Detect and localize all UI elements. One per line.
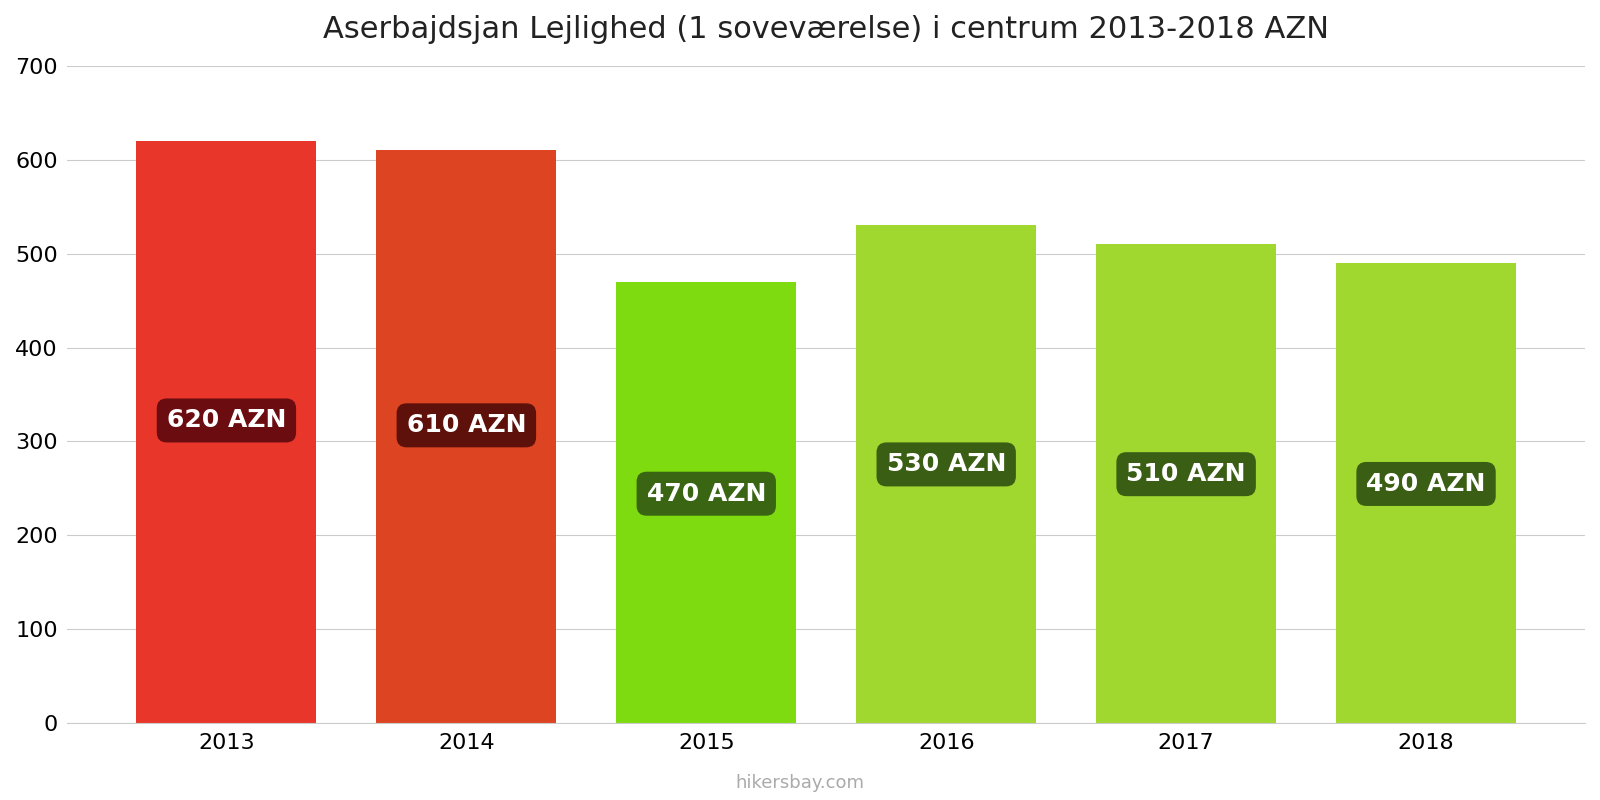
Bar [136, 141, 317, 723]
Text: 470 AZN: 470 AZN [646, 482, 766, 506]
Bar [1336, 263, 1517, 723]
Bar [616, 282, 797, 723]
Bar [1096, 244, 1277, 723]
Bar [856, 226, 1037, 723]
Text: 490 AZN: 490 AZN [1366, 472, 1486, 496]
Bar [376, 150, 557, 723]
Text: 620 AZN: 620 AZN [166, 409, 286, 433]
Text: 610 AZN: 610 AZN [406, 414, 526, 438]
Text: 530 AZN: 530 AZN [886, 453, 1006, 477]
Title: Aserbajdsjan Lejlighed (1 soveværelse) i centrum 2013-2018 AZN: Aserbajdsjan Lejlighed (1 soveværelse) i… [323, 15, 1330, 44]
Text: hikersbay.com: hikersbay.com [736, 774, 864, 792]
Text: 510 AZN: 510 AZN [1126, 462, 1246, 486]
